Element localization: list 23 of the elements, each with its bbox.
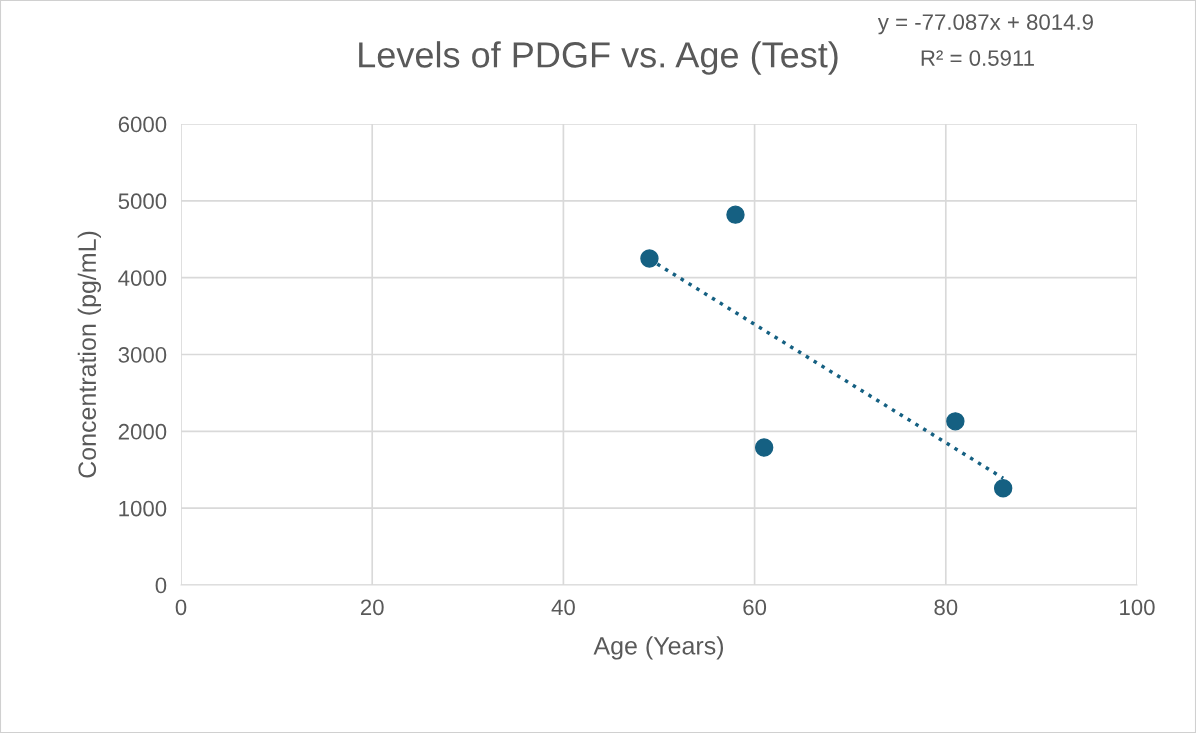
point [640, 249, 659, 268]
x-tick-label: 80 [934, 599, 958, 616]
y-tick-label: 2000 [118, 423, 167, 440]
x-axis-title: Age (Years) [593, 636, 723, 660]
y-tick-label: 3000 [118, 347, 167, 363]
x-tick-label: 0 [175, 599, 187, 616]
point [726, 205, 745, 224]
x-tick-label: 20 [360, 599, 384, 616]
x-tick-label: 40 [551, 599, 575, 616]
y-axis-title: Concentration (pg/mL) [77, 231, 102, 478]
y-tick-label: 5000 [118, 193, 167, 210]
chart-title: Levels of PDGF vs. Age (Test) [359, 41, 838, 75]
y-tick-label: 1000 [119, 500, 167, 517]
x-tick-label: 100 [1120, 599, 1155, 616]
y-tick-label: 0 [155, 577, 167, 594]
y-tick-label: 4000 [118, 270, 167, 286]
text: R² = 0.5911 [921, 50, 1034, 66]
x-tick-label: 60 [743, 599, 767, 616]
point [754, 438, 774, 457]
y-tick-label: 6000 [118, 116, 167, 133]
point [946, 412, 965, 431]
point [993, 478, 1013, 498]
text: y = -77.087x + 8014.9 [877, 14, 1093, 35]
